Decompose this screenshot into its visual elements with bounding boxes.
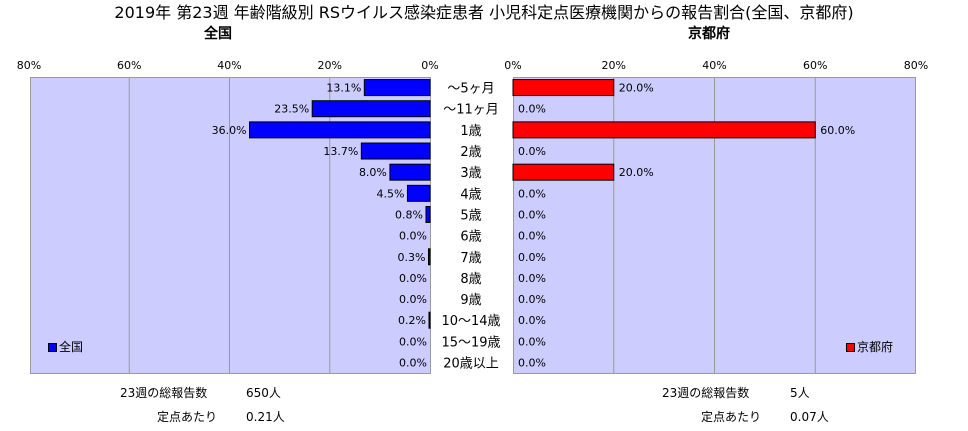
data-label-national: 0.0% <box>399 357 427 370</box>
data-label-national: 13.1% <box>326 82 361 95</box>
bar-kyoto <box>512 163 615 181</box>
data-label-kyoto: 0.0% <box>518 357 546 370</box>
bar-national <box>360 142 431 160</box>
national-per-site-value: 0.21人 <box>246 410 285 424</box>
bar-national <box>363 79 431 97</box>
tick-label-national: 60% <box>117 59 141 72</box>
bar-national <box>428 311 431 329</box>
category-label: 2歳 <box>460 145 481 160</box>
bar-national <box>311 100 431 118</box>
data-label-national: 0.0% <box>399 335 427 348</box>
bar-national <box>425 205 431 223</box>
category-label: 〜5ヶ月 <box>447 82 494 97</box>
data-label-kyoto: 0.0% <box>518 293 546 306</box>
tick-label-national: 20% <box>318 59 342 72</box>
category-label: 8歳 <box>460 272 481 287</box>
data-label-national: 0.3% <box>398 251 426 264</box>
data-label-kyoto: 0.0% <box>518 230 546 243</box>
data-label-kyoto: 0.0% <box>518 187 546 200</box>
data-label-kyoto: 20.0% <box>619 82 654 95</box>
category-label: 15〜19歳 <box>441 335 500 350</box>
tick-label-kyoto: 60% <box>803 59 827 72</box>
category-label: 5歳 <box>460 208 481 223</box>
data-label-kyoto: 0.0% <box>518 145 546 158</box>
chart-title: 2019年 第23週 年齢階級別 RSウイルス感染症患者 小児科定点医療機関から… <box>114 3 854 22</box>
data-label-national: 0.0% <box>399 272 427 285</box>
bar-national <box>406 184 431 202</box>
kyoto-total-value: 5人 <box>790 386 810 400</box>
legend-national-label: 全国 <box>59 340 84 354</box>
data-label-national: 8.0% <box>359 166 387 179</box>
category-label: 6歳 <box>460 230 481 245</box>
category-label: 4歳 <box>460 187 481 202</box>
data-label-kyoto: 20.0% <box>619 166 654 179</box>
data-label-national: 36.0% <box>212 124 247 137</box>
legend-kyoto: 京都府 <box>846 341 893 353</box>
data-label-kyoto: 0.0% <box>518 335 546 348</box>
bar-kyoto <box>512 121 816 139</box>
kyoto-panel-title: 京都府 <box>688 26 730 42</box>
national-panel-title: 全国 <box>204 26 232 42</box>
data-label-kyoto: 0.0% <box>518 251 546 264</box>
tick-label-national: 40% <box>217 59 241 72</box>
category-label: 10〜14歳 <box>441 314 500 329</box>
legend-kyoto-label: 京都府 <box>857 340 894 354</box>
data-label-national: 0.0% <box>399 230 427 243</box>
kyoto-per-site-value: 0.07人 <box>790 410 829 424</box>
kyoto-total-label: 23週の総報告数 <box>662 386 750 400</box>
bar-kyoto <box>512 79 615 97</box>
bar-national <box>427 248 431 266</box>
category-label: 3歳 <box>460 166 481 181</box>
national-total-label: 23週の総報告数 <box>120 386 208 400</box>
category-label: 9歳 <box>460 293 481 308</box>
tick-label-national: 80% <box>17 59 41 72</box>
data-label-kyoto: 0.0% <box>518 208 546 221</box>
category-label: 1歳 <box>460 124 481 139</box>
tick-label-kyoto: 40% <box>702 59 726 72</box>
tick-label-national: 0% <box>421 59 438 72</box>
data-label-kyoto: 60.0% <box>820 124 855 137</box>
data-label-national: 13.7% <box>323 145 358 158</box>
tick-label-kyoto: 80% <box>904 59 928 72</box>
national-per-site-label: 定点あたり <box>157 410 218 424</box>
legend-kyoto-swatch <box>846 343 855 352</box>
data-label-national: 0.0% <box>399 293 427 306</box>
data-label-kyoto: 0.0% <box>518 103 546 116</box>
category-label: 7歳 <box>460 251 481 266</box>
data-label-national: 23.5% <box>274 103 309 116</box>
category-label: 20歳以上 <box>443 357 499 372</box>
data-label-kyoto: 0.0% <box>518 272 546 285</box>
category-label: 〜11ヶ月 <box>443 103 499 118</box>
bar-national <box>389 163 431 181</box>
kyoto-per-site-label: 定点あたり <box>701 410 762 424</box>
tick-label-kyoto: 0% <box>504 59 521 72</box>
data-label-national: 0.8% <box>395 208 423 221</box>
data-label-national: 0.2% <box>398 314 426 327</box>
legend-national-swatch <box>48 343 57 352</box>
bar-national <box>249 121 431 139</box>
data-label-kyoto: 0.0% <box>518 314 546 327</box>
national-total-value: 650人 <box>246 386 281 400</box>
tick-label-kyoto: 20% <box>602 59 626 72</box>
legend-national: 全国 <box>48 341 83 353</box>
data-label-national: 4.5% <box>376 187 404 200</box>
